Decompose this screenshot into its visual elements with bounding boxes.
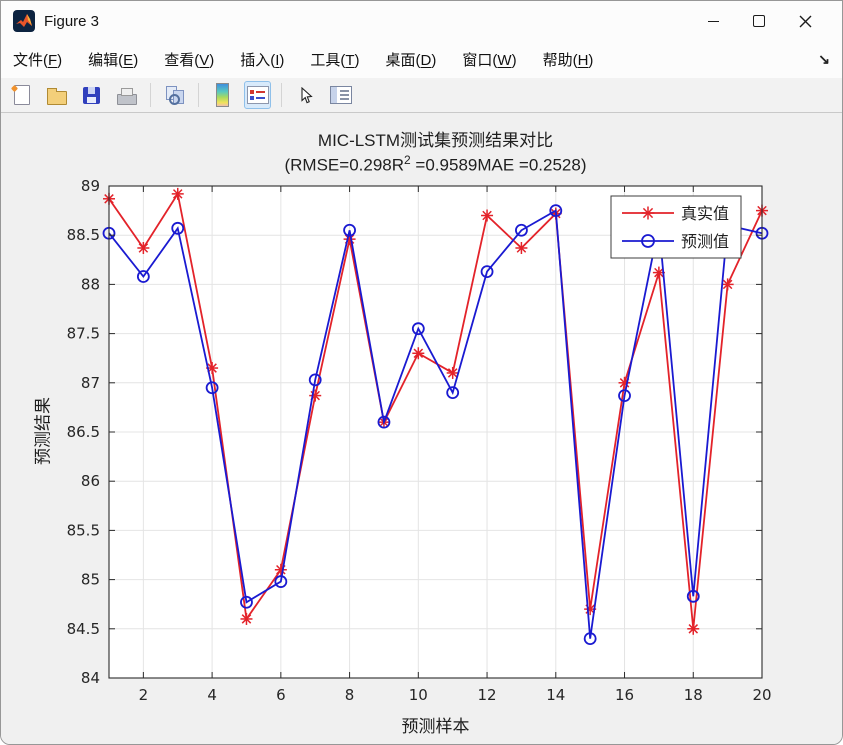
close-button[interactable] (782, 1, 828, 41)
grid-lines (109, 186, 762, 678)
menu-item-w[interactable]: 窗口(W) (462, 52, 517, 69)
svg-text:6: 6 (276, 686, 286, 704)
axes: 2 4 6 8 10 12 14 16 18 20 84 84.5 85 85.5 86 86.5 87 87.5… (67, 177, 772, 704)
property-inspector-icon[interactable] (327, 81, 354, 109)
svg-text:4: 4 (207, 686, 217, 704)
svg-text:12: 12 (478, 686, 497, 704)
svg-text:84.5: 84.5 (67, 620, 100, 638)
svg-text:16: 16 (615, 686, 634, 704)
svg-text:89: 89 (81, 177, 100, 195)
toolbar-separator (150, 83, 151, 107)
menu-item-d[interactable]: 桌面(D) (385, 52, 437, 69)
cursor-glyph (300, 86, 313, 103)
svg-text:88: 88 (81, 275, 100, 293)
y-axis-label: 预测结果 (33, 397, 53, 465)
menu-item-h[interactable]: 帮助(H) (542, 52, 594, 69)
chart-title: MIC-LSTM测试集预测结果对比 (317, 131, 554, 150)
svg-text:88.5: 88.5 (67, 226, 100, 244)
svg-text:87: 87 (81, 374, 100, 392)
close-icon (799, 15, 811, 27)
printer-glyph (116, 88, 137, 105)
minimize-icon (707, 20, 719, 22)
chain-glyph (168, 93, 180, 105)
svg-text:85: 85 (81, 571, 100, 589)
chart-subtitle: (RMSE=0.298R2 =0.9589MAE =0.2528) (284, 153, 587, 175)
svg-text:10: 10 (409, 686, 428, 704)
svg-text:87.5: 87.5 (67, 325, 100, 343)
title-bar: Figure 3 (1, 1, 842, 41)
link-plot-icon[interactable] (161, 81, 188, 109)
window-controls (690, 1, 842, 41)
insert-colorbar-icon[interactable] (209, 81, 236, 109)
pages-glyph (165, 85, 185, 105)
figure-toolbar (1, 78, 842, 113)
save-figure-icon[interactable] (78, 81, 105, 109)
folder-glyph (46, 87, 67, 105)
menu-bar: 文件(F) 编辑(E) 查看(V) 插入(I) 工具(T) 桌面(D) 窗口(W) 帮助(H)… (1, 41, 842, 78)
open-file-icon[interactable] (43, 81, 70, 109)
menu-item-v[interactable]: 查看(V) (164, 52, 215, 69)
svg-text:86.5: 86.5 (67, 423, 100, 441)
maximize-icon (753, 15, 765, 27)
prediction-comparison-chart: 2 4 6 8 10 12 14 16 18 20 84 84.5 85 85.5 86 86.5 87 87.5… (67, 177, 772, 704)
svg-text:预测值: 预测值 (681, 233, 729, 251)
svg-text:2: 2 (139, 686, 149, 704)
toolbar-separator (198, 83, 199, 107)
legend-glyph (246, 86, 269, 104)
matlab-logo-icon (13, 10, 35, 32)
toolbar-separator (281, 83, 282, 107)
menu-item-t[interactable]: 工具(T) (310, 52, 360, 69)
svg-text:14: 14 (546, 686, 565, 704)
print-figure-icon[interactable] (113, 81, 140, 109)
floppy-glyph (83, 86, 100, 104)
svg-text:8: 8 (345, 686, 355, 704)
maximize-button[interactable] (736, 1, 782, 41)
menu-item-f[interactable]: 文件(F) (13, 52, 63, 69)
svg-text:20: 20 (752, 686, 771, 704)
colorbar-glyph (216, 83, 229, 107)
menu-item-i[interactable]: 插入(I) (240, 52, 285, 69)
edit-plot-icon[interactable] (292, 81, 319, 109)
svg-text:85.5: 85.5 (67, 521, 100, 539)
window-title: Figure 3 (44, 12, 100, 30)
new-page-glyph (13, 85, 30, 105)
menu-item-e[interactable]: 编辑(E) (88, 52, 139, 69)
menu-items: 文件(F) 编辑(E) 查看(V) 插入(I) 工具(T) 桌面(D) 窗口(W) 帮助(H) (13, 49, 619, 70)
property-window-glyph (329, 86, 352, 104)
new-figure-icon[interactable] (8, 81, 35, 109)
insert-legend-icon[interactable] (244, 81, 271, 109)
svg-text:18: 18 (684, 686, 703, 704)
svg-text:真实值: 真实值 (681, 205, 729, 223)
svg-text:86: 86 (81, 472, 100, 490)
dock-figure-icon[interactable]: ↘ (818, 51, 830, 67)
svg-text:84: 84 (81, 669, 100, 687)
figure-canvas: 2 4 6 8 10 12 14 16 18 20 84 84.5 85 85.5 86 86.5 87 87.5… (1, 113, 842, 744)
x-axis-label: 预测样本 (401, 717, 470, 736)
minimize-button[interactable] (690, 1, 736, 41)
